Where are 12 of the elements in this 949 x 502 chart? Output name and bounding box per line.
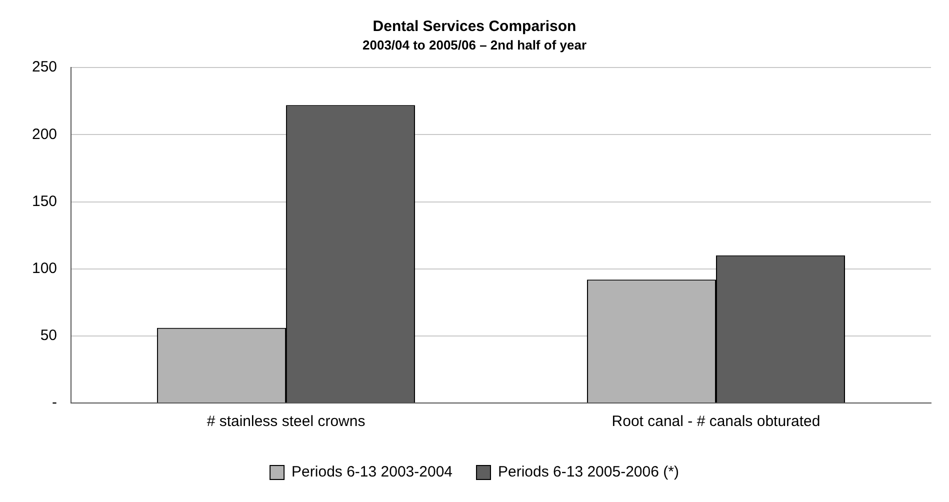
- legend-label: Periods 6-13 2005-2006 (*): [498, 464, 679, 481]
- y-tick-label: 250: [32, 58, 58, 76]
- y-tick-label: 100: [32, 260, 58, 277]
- y-tick-label: 50: [40, 327, 58, 344]
- x-tick-label: # stainless steel crowns: [206, 413, 366, 430]
- y-tick-label: 200: [32, 126, 58, 143]
- y-tick-label: -: [52, 394, 58, 412]
- chart-title: Dental Services Comparison: [372, 18, 576, 36]
- legend-label: Periods 6-13 2003-2004: [292, 464, 453, 481]
- x-tick-label: Root canal - # canals obturated: [612, 413, 820, 430]
- chart-subtitle: 2003/04 to 2005/06 – 2nd half of year: [362, 37, 587, 52]
- y-tick-label: 150: [32, 192, 58, 210]
